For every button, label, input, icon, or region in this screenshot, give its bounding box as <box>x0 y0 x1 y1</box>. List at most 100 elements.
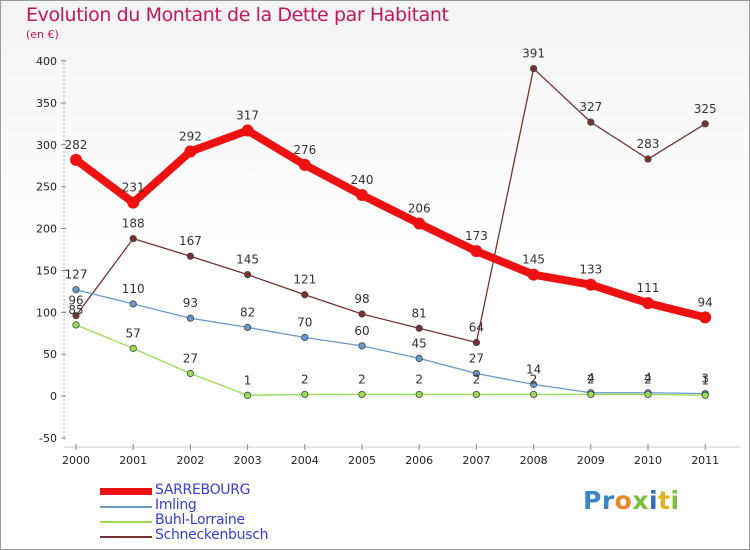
data-point <box>529 64 538 73</box>
data-label: 14 <box>526 362 541 376</box>
data-label: 2 <box>473 372 481 386</box>
data-point <box>72 286 80 294</box>
data-point <box>642 297 654 310</box>
x-tick-label: 2003 <box>234 454 262 467</box>
data-point <box>415 324 423 332</box>
data-label: 4 <box>644 371 652 385</box>
x-tick-label: 2009 <box>577 454 605 467</box>
data-label: 145 <box>236 253 259 267</box>
data-point <box>298 158 311 171</box>
data-point <box>186 369 194 378</box>
data-point <box>472 369 480 378</box>
y-tick-label: 200 <box>36 223 57 236</box>
series-points <box>70 64 712 399</box>
data-label: 1 <box>701 373 709 387</box>
data-label: 133 <box>579 263 602 277</box>
data-point <box>529 380 538 388</box>
data-label: 188 <box>122 217 145 231</box>
data-label: 70 <box>297 315 312 329</box>
data-label: 145 <box>522 253 545 267</box>
chart-subtitle: (en €) <box>26 28 59 41</box>
data-label: 127 <box>65 268 88 282</box>
data-point <box>244 271 252 279</box>
data-label: 4 <box>587 371 595 385</box>
data-point <box>127 196 140 209</box>
data-label: 2 <box>644 372 652 386</box>
legend-label: Buhl-Lorraine <box>155 512 245 528</box>
data-label: 283 <box>637 137 660 151</box>
data-label: 292 <box>179 129 202 143</box>
data-point <box>358 390 366 399</box>
data-label: 282 <box>65 138 88 152</box>
data-label: 1 <box>244 373 252 387</box>
series-labels: 9618816714512198816439132728332512711093… <box>65 47 717 388</box>
legend-swatch <box>100 506 152 508</box>
data-point <box>699 311 712 324</box>
data-point <box>587 390 595 399</box>
y-tick-label: 350 <box>36 97 57 110</box>
data-point <box>186 252 194 260</box>
data-label: 94 <box>698 295 713 309</box>
y-tick-label: 300 <box>36 139 57 152</box>
data-label: 93 <box>183 296 198 310</box>
data-point <box>356 189 368 202</box>
data-point <box>415 354 423 363</box>
y-tick-label: 0 <box>50 390 57 403</box>
data-label: 57 <box>126 326 141 340</box>
data-point <box>358 310 366 318</box>
data-point <box>301 390 309 399</box>
data-label: 231 <box>122 181 145 195</box>
data-point <box>301 291 309 299</box>
data-point <box>584 278 597 291</box>
data-point <box>241 124 254 137</box>
data-label: 64 <box>469 320 484 334</box>
legend-label: SARREBOURG <box>155 482 251 498</box>
data-point <box>529 390 538 399</box>
x-tick-label: 2000 <box>62 454 90 467</box>
data-label: 85 <box>68 303 83 317</box>
data-label: 173 <box>465 229 488 243</box>
x-tick-label: 2007 <box>462 454 490 467</box>
data-label: 27 <box>469 351 484 365</box>
x-tick-label: 2008 <box>520 454 548 467</box>
data-point <box>701 120 709 128</box>
y-tick-label: 100 <box>36 306 57 319</box>
data-point <box>358 342 366 350</box>
y-tick-label: 400 <box>36 55 57 68</box>
series-line <box>75 67 706 344</box>
x-tick-label: 2004 <box>291 454 319 467</box>
data-label: 327 <box>579 100 602 114</box>
legend-swatch <box>100 488 152 495</box>
y-tick-label: 250 <box>36 181 57 194</box>
data-point <box>701 391 709 399</box>
data-label: 2 <box>358 372 366 386</box>
data-point <box>244 323 252 332</box>
proxiti-logo: Proxiti <box>583 486 680 515</box>
data-label: 82 <box>240 305 255 319</box>
chart-title: Evolution du Montant de la Dette par Hab… <box>26 4 449 26</box>
data-label: 121 <box>293 273 316 287</box>
data-point <box>70 153 82 166</box>
data-label: 2 <box>530 372 538 386</box>
data-point <box>472 390 480 399</box>
data-label: 2 <box>587 372 595 386</box>
data-point <box>244 391 252 399</box>
legend-label: Imling <box>155 497 197 513</box>
data-point <box>413 217 426 230</box>
x-tick-label: 2010 <box>634 454 662 467</box>
data-label: 110 <box>122 282 145 296</box>
legend-swatch <box>100 536 152 538</box>
data-point <box>527 268 540 281</box>
data-label: 2 <box>301 372 309 386</box>
data-label: 3 <box>701 372 709 386</box>
data-point <box>72 321 80 329</box>
series-line <box>72 126 710 322</box>
x-tick-label: 2006 <box>405 454 433 467</box>
data-point <box>470 245 483 258</box>
data-point <box>644 390 652 399</box>
chart-axes: -50 0 50 100 150 200 250 300 350 400 2000 2001 2002 2… <box>36 55 740 467</box>
data-label: 391 <box>522 47 545 61</box>
data-point <box>644 155 652 163</box>
